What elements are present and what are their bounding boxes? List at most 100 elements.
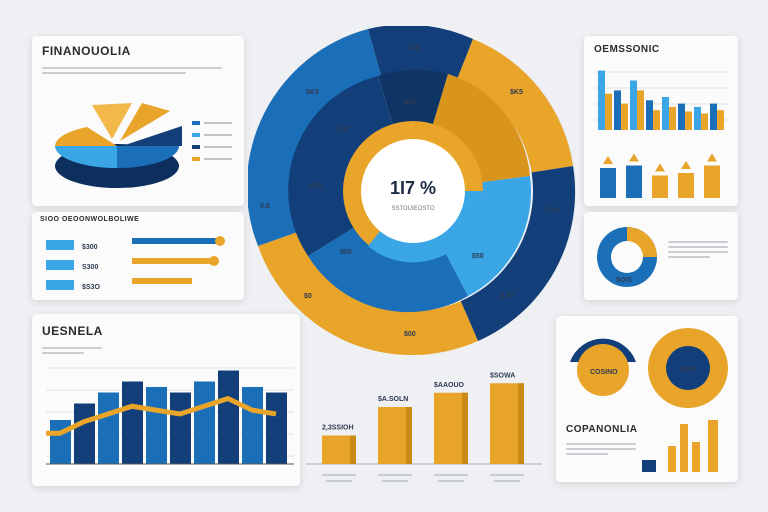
pie-slice-sky: [55, 146, 117, 168]
area-bar: [98, 392, 119, 464]
ring-label-1: 4C8: [407, 45, 420, 52]
mini-donut-panel: $OIS: [584, 212, 738, 300]
bottom-left-panel: UESNELA: [32, 314, 300, 486]
area-bar: [218, 370, 239, 464]
arrow-up-icon: [681, 161, 691, 169]
gold-circles: COSINO $S45: [570, 328, 728, 408]
hbar-2: [132, 258, 212, 264]
gold-column-side: [518, 383, 524, 464]
column-label: $A.SOLN: [378, 396, 408, 403]
caption-line: [378, 474, 412, 476]
inner-label-2: $30: [338, 126, 350, 133]
ring-label-3: $K5: [510, 89, 523, 96]
mid-left-panel: SIOO OEOONWOLBOLIWE $300 S300 $S3O: [32, 212, 244, 300]
legend-swatch-1: [192, 121, 200, 125]
legend-line-1: [204, 122, 232, 124]
ring-label-7: S.RI: [500, 293, 514, 300]
inner-label-3: $20: [310, 183, 322, 190]
mini-donut-chart: $OIS: [597, 227, 657, 287]
top-right-title: OEMSSONIC: [594, 44, 660, 55]
legend-swatch-4: [192, 157, 200, 161]
caption-line: [494, 480, 520, 482]
caption-line: [326, 480, 352, 482]
mini-bar-2: [680, 424, 688, 472]
column-label: $AAOUO: [434, 382, 465, 389]
bottom-left-title: UESNELA: [42, 324, 103, 338]
pie-slice-gold-top: [120, 103, 170, 141]
legend-swatch-2: [192, 133, 200, 137]
mini-donut-lines: [668, 238, 728, 261]
bar-series-2: [717, 110, 724, 130]
area-bar: [122, 381, 143, 464]
legend-swatch-3: [192, 145, 200, 149]
ring-label-5: OL4: [546, 207, 560, 214]
ring-label-6: $0: [304, 293, 312, 300]
gold-circle-label: $S45: [680, 366, 696, 373]
bar-series-2: [653, 110, 660, 130]
horizontal-bar-chart: $300 S300 $S3O: [46, 236, 225, 291]
top-right-bar-chart: [594, 70, 730, 130]
top-left-caption-lines: [42, 64, 222, 77]
bar-series-1: [598, 70, 605, 130]
column-label: 2,3SSIOH: [322, 425, 354, 432]
bottom-middle-bar-chart: 2,3SSIOH $A.SOLN $AAOUO $SOWA: [306, 372, 542, 482]
bar-series-2: [685, 111, 692, 130]
gold-bar: [678, 173, 694, 198]
arrow-up-icon: [603, 156, 613, 164]
mini-bar-4: [708, 420, 718, 472]
gold-bar: [626, 165, 642, 198]
mini-donut-hole: [611, 241, 643, 273]
hbar-dot-1: [215, 236, 225, 246]
area-bar: [170, 392, 191, 464]
ring-label-2: $K5: [306, 89, 319, 96]
inner-label-4: $00: [340, 249, 352, 256]
hbar-dot-2: [209, 256, 219, 266]
donut-center-value: 1I7 %: [390, 178, 436, 198]
center-donut-chart: 1I7 % SSTOUIEOSTO 4C8 $K5 $K5 0.8 OL4 $0…: [248, 26, 576, 356]
gold-bar: [652, 175, 668, 198]
pie-slice-navy: [122, 126, 182, 146]
mini-bar-3: [692, 442, 700, 472]
legend-line-3: [204, 146, 232, 148]
bar-series-1: [646, 100, 653, 130]
hbar-label-1: $300: [82, 244, 98, 251]
ring-label-4: 0.8: [260, 203, 270, 210]
hbar-label-2: S300: [82, 264, 98, 271]
hbar-swatch-1: [46, 240, 74, 250]
bar-series-1: [614, 90, 621, 130]
hbar-swatch-3: [46, 280, 74, 290]
inner-label-5: $50: [472, 253, 484, 260]
area-bar: [266, 392, 287, 464]
top-left-title: FINANOUOLIA: [42, 44, 131, 58]
pie-slice-gold-mid: [92, 103, 132, 139]
caption-line: [322, 474, 356, 476]
legend-line-2: [204, 134, 232, 136]
pie-slice-gold-left: [55, 127, 117, 146]
bottom-right-mini-bars: [642, 420, 718, 472]
gold-circle-core: [666, 346, 710, 390]
area-bar: [146, 387, 167, 464]
gold-circle-left-label: COSINO: [590, 369, 618, 376]
top-right-panel: OEMSSONIC: [584, 36, 738, 206]
hbar-1: [132, 238, 218, 244]
gold-column-side: [406, 407, 412, 464]
bar-series-1: [678, 103, 685, 130]
bar-series-2: [637, 90, 644, 130]
bar-series-2: [669, 106, 676, 130]
top-left-panel: FINANOUOLIA: [32, 36, 244, 206]
bar-series-2: [605, 93, 612, 130]
donut-center-caption: SSTOUIEOSTO: [391, 206, 434, 212]
caption-line: [382, 480, 408, 482]
inner-label-6: $00: [404, 331, 416, 338]
bottom-left-area-chart: [46, 367, 294, 465]
gold-circle-left: [577, 344, 629, 396]
pie-slice-blue: [117, 146, 179, 168]
pie-chart: [55, 103, 232, 188]
gold-bar: [704, 165, 720, 198]
area-line: [46, 395, 277, 436]
caption-line: [490, 474, 524, 476]
top-right-gold-bar-chart: [600, 153, 720, 198]
column-label: $SOWA: [490, 372, 515, 379]
arrow-up-icon: [707, 153, 717, 162]
bar-series-2: [621, 103, 628, 130]
